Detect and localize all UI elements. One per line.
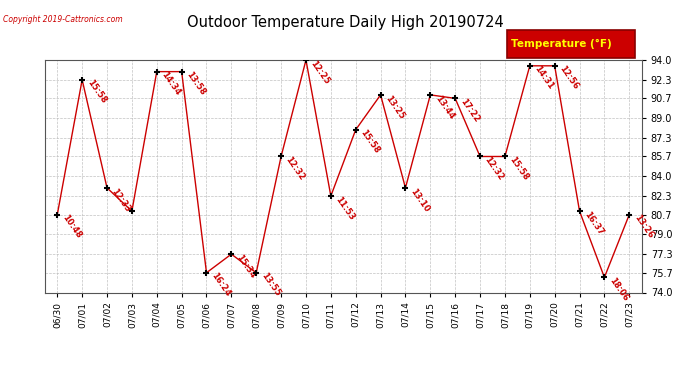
Text: 13:25: 13:25 xyxy=(384,93,406,120)
Text: 16:37: 16:37 xyxy=(582,210,605,237)
Text: 18:06: 18:06 xyxy=(607,276,630,303)
Text: 15:58: 15:58 xyxy=(508,155,531,182)
Text: 12:32: 12:32 xyxy=(483,155,506,182)
Text: 13:26: 13:26 xyxy=(632,213,655,240)
Text: 15:58: 15:58 xyxy=(359,128,381,155)
Text: 14:31: 14:31 xyxy=(533,64,555,92)
Text: Temperature (°F): Temperature (°F) xyxy=(511,39,611,49)
Text: 12:25: 12:25 xyxy=(308,58,331,86)
Text: 16:24: 16:24 xyxy=(209,272,232,298)
Text: 12:56: 12:56 xyxy=(558,64,580,92)
Text: 15:58: 15:58 xyxy=(85,78,108,105)
Text: 13:58: 13:58 xyxy=(184,70,207,97)
Text: 12:32: 12:32 xyxy=(284,155,306,182)
Text: 11:53: 11:53 xyxy=(334,195,356,222)
Text: 14:34: 14:34 xyxy=(159,70,182,97)
Text: 15:34: 15:34 xyxy=(234,253,257,280)
Text: 10:48: 10:48 xyxy=(60,213,83,240)
Text: 13:10: 13:10 xyxy=(408,186,431,213)
Text: 17:22: 17:22 xyxy=(458,97,481,124)
Text: Outdoor Temperature Daily High 20190724: Outdoor Temperature Daily High 20190724 xyxy=(186,15,504,30)
Text: 13:44: 13:44 xyxy=(433,93,456,120)
Text: 12:33: 12:33 xyxy=(110,186,132,213)
Text: 13:55: 13:55 xyxy=(259,272,282,298)
Text: Copyright 2019-Cattronics.com: Copyright 2019-Cattronics.com xyxy=(3,15,123,24)
